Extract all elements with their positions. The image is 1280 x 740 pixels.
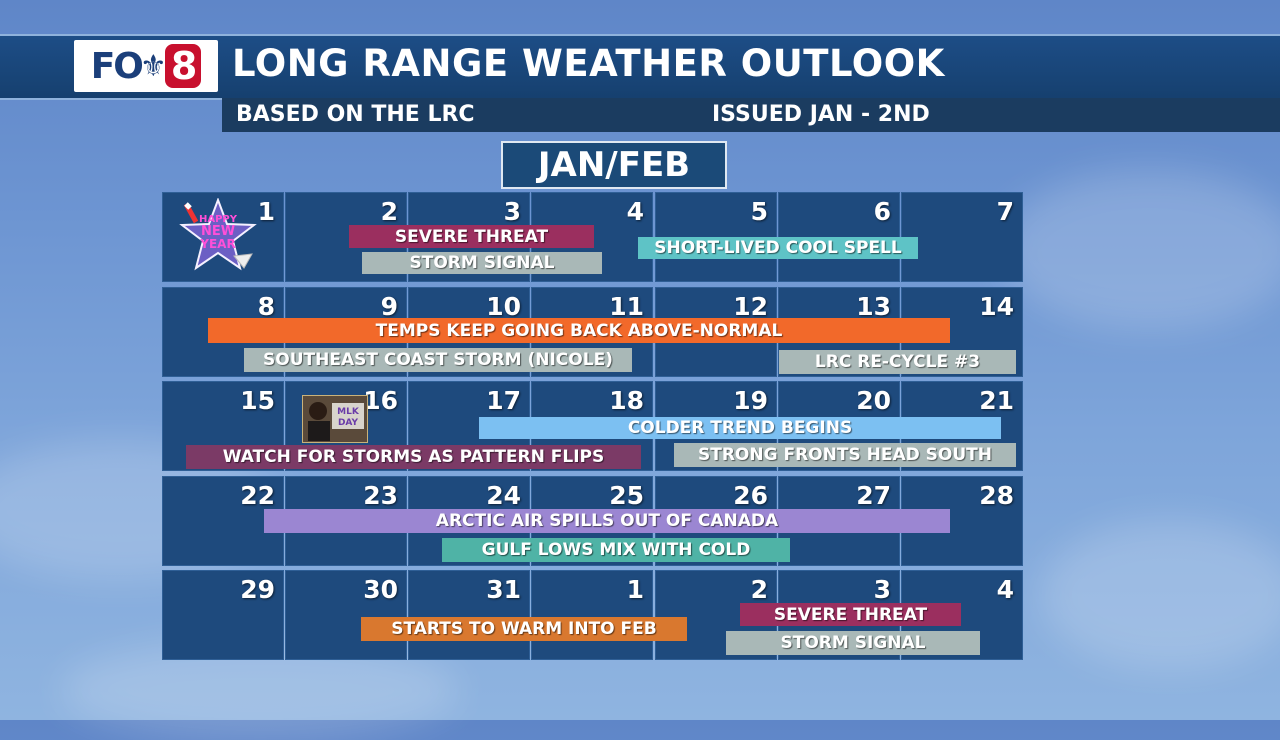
day-cell: 22 <box>162 476 284 566</box>
day-number: 26 <box>733 481 768 510</box>
day-number: 1 <box>626 575 644 604</box>
mlk-day-icon: MLK DAY <box>302 395 368 443</box>
event-bar: ARCTIC AIR SPILLS OUT OF CANADA <box>264 509 950 533</box>
event-bar: STORM SIGNAL <box>726 631 980 655</box>
cloud <box>1040 520 1280 670</box>
svg-text:DAY: DAY <box>338 418 359 428</box>
day-number: 30 <box>363 575 398 604</box>
day-number: 1 <box>257 197 275 226</box>
day-number: 17 <box>486 386 521 415</box>
day-number: 12 <box>733 292 768 321</box>
day-number: 3 <box>503 197 521 226</box>
happy-new-year-icon: HAPPY NEW YEAR <box>179 198 257 271</box>
svg-text:MLK: MLK <box>337 407 360 417</box>
day-number: 2 <box>750 575 768 604</box>
event-bar: SOUTHEAST COAST STORM (NICOLE) <box>244 348 632 372</box>
day-number: 14 <box>979 292 1014 321</box>
day-cell: 31 <box>408 570 530 660</box>
event-bar: TEMPS KEEP GOING BACK ABOVE-NORMAL <box>208 318 950 343</box>
day-number: 15 <box>240 386 275 415</box>
day-number: 18 <box>609 386 644 415</box>
day-number: 2 <box>380 197 398 226</box>
day-number: 28 <box>979 481 1014 510</box>
fleur-de-lis-icon: ⚜ <box>139 48 167 84</box>
event-bar: SHORT-LIVED COOL SPELL <box>638 237 918 259</box>
day-number: 29 <box>240 575 275 604</box>
day-number: 27 <box>856 481 891 510</box>
day-number: 19 <box>733 386 768 415</box>
day-number: 23 <box>363 481 398 510</box>
event-bar: STARTS TO WARM INTO FEB <box>361 617 687 641</box>
day-number: 11 <box>609 292 644 321</box>
issued-date: ISSUED JAN - 2ND <box>712 102 930 127</box>
event-bar: SEVERE THREAT <box>740 603 961 626</box>
cloud <box>1000 170 1280 330</box>
subtitle-left: BASED ON THE LRC <box>236 102 475 127</box>
day-number: 21 <box>979 386 1014 415</box>
day-number: 13 <box>856 292 891 321</box>
svg-text:HAPPY: HAPPY <box>199 214 238 225</box>
svg-text:YEAR: YEAR <box>199 237 235 251</box>
fox8-logo: FO ⚜ 8 <box>74 40 218 92</box>
event-bar: LRC RE-CYCLE #3 <box>779 350 1016 374</box>
day-number: 10 <box>486 292 521 321</box>
day-cell: 30 <box>285 570 407 660</box>
event-bar: WATCH FOR STORMS AS PATTERN FLIPS <box>186 445 641 469</box>
event-bar: SEVERE THREAT <box>349 225 594 248</box>
day-number: 25 <box>609 481 644 510</box>
event-bar: COLDER TREND BEGINS <box>479 417 1001 439</box>
day-number: 16 <box>363 386 398 415</box>
day-number: 8 <box>257 292 275 321</box>
subtitle-bar: BASED ON THE LRC ISSUED JAN - 2ND <box>222 98 1280 132</box>
day-number: 4 <box>626 197 644 226</box>
day-number: 22 <box>240 481 275 510</box>
svg-text:NEW: NEW <box>201 224 235 239</box>
event-bar: STRONG FRONTS HEAD SOUTH <box>674 443 1016 467</box>
day-number: 9 <box>380 292 398 321</box>
day-cell: 1 <box>531 570 653 660</box>
day-number: 7 <box>996 197 1014 226</box>
month-label: JAN/FEB <box>501 141 727 189</box>
day-number: 24 <box>486 481 521 510</box>
day-number: 5 <box>750 197 768 226</box>
day-number: 4 <box>996 575 1014 604</box>
event-bar: GULF LOWS MIX WITH COLD <box>442 538 790 562</box>
day-number: 31 <box>486 575 521 604</box>
day-cell: 7 <box>901 192 1023 282</box>
day-number: 20 <box>856 386 891 415</box>
event-bar: STORM SIGNAL <box>362 252 602 274</box>
day-number: 6 <box>873 197 891 226</box>
day-number: 3 <box>873 575 891 604</box>
page-title: LONG RANGE WEATHER OUTLOOK <box>232 42 945 85</box>
day-cell: 29 <box>162 570 284 660</box>
